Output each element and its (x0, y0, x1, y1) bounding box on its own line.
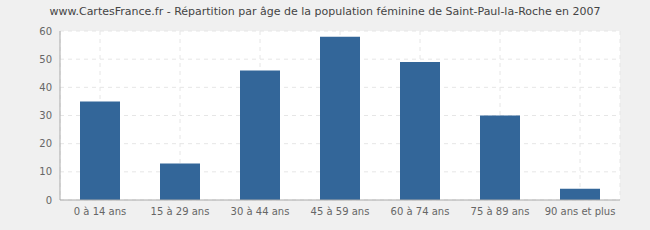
svg-text:20: 20 (39, 138, 52, 149)
svg-text:50: 50 (39, 54, 52, 65)
svg-text:0: 0 (46, 195, 52, 206)
svg-text:60 à 74 ans: 60 à 74 ans (391, 206, 450, 217)
svg-text:60: 60 (39, 26, 52, 37)
svg-text:15 à 29 ans: 15 à 29 ans (151, 206, 210, 217)
svg-text:90 ans et plus: 90 ans et plus (545, 206, 616, 217)
svg-text:30 à 44 ans: 30 à 44 ans (231, 206, 290, 217)
svg-text:10: 10 (39, 166, 52, 177)
svg-text:75 à 89 ans: 75 à 89 ans (471, 206, 530, 217)
svg-text:40: 40 (39, 82, 52, 93)
svg-text:0 à 14 ans: 0 à 14 ans (74, 206, 126, 217)
svg-text:30: 30 (39, 110, 52, 121)
svg-text:45 à 59 ans: 45 à 59 ans (311, 206, 370, 217)
html-text:www.CartesFrance.fr - Répartit: www.CartesFrance.fr - Répartition par âg… (49, 5, 601, 18)
